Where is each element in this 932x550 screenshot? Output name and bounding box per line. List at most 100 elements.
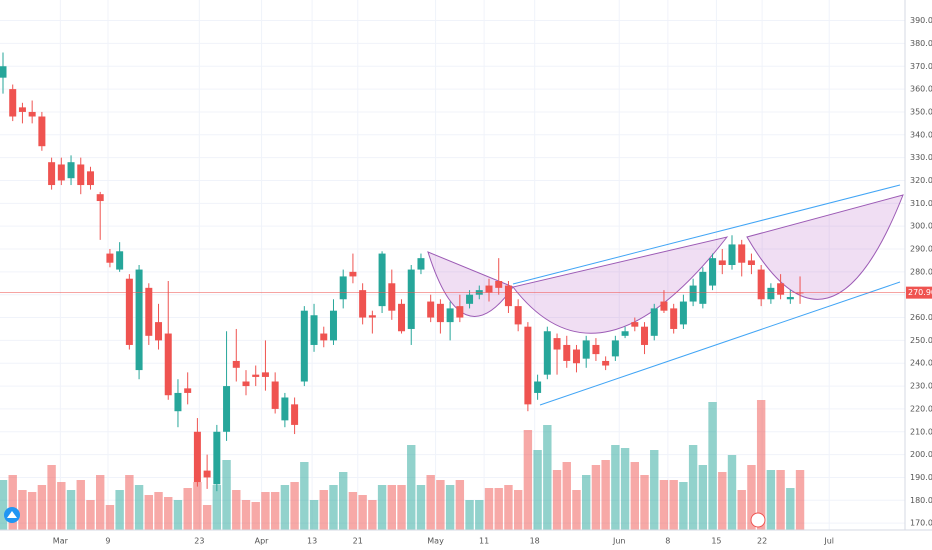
volume-bar [747, 465, 756, 530]
candle-body [232, 360, 240, 368]
candle-body [534, 381, 542, 393]
y-tick-label: 380.00 [910, 39, 932, 48]
volume-bar [76, 480, 85, 530]
volume-bar [727, 455, 737, 530]
x-tick-label: Mar [53, 537, 69, 546]
volume-bar [650, 450, 659, 530]
candle-body [660, 301, 668, 311]
volume-bar [397, 485, 406, 530]
y-tick-label: 300.00 [910, 222, 932, 231]
x-tick-label: Jul [823, 537, 834, 546]
candle-body [709, 258, 717, 286]
y-tick-label: 290.00 [910, 245, 932, 254]
candle-body [38, 116, 46, 147]
trend-line [512, 184, 901, 285]
volume-bar [630, 462, 639, 530]
volume-bar [358, 495, 367, 530]
volume-bar [455, 480, 465, 530]
volume-bar [611, 445, 620, 530]
volume-bar [280, 485, 290, 530]
candle-body [320, 333, 328, 341]
candle-body [96, 194, 104, 202]
volume-bar [270, 492, 280, 530]
volume-bar [494, 488, 503, 530]
logo [4, 507, 766, 528]
volume-bar [66, 490, 76, 530]
volume-bar [57, 482, 66, 530]
volume-bar [125, 475, 134, 530]
volume-bar [543, 425, 552, 530]
volume-bar [407, 445, 416, 530]
candle-body [145, 287, 153, 336]
volume-bar [329, 485, 338, 530]
volume-bar [183, 488, 192, 530]
volume-bar [27, 492, 37, 530]
candle-body [155, 322, 163, 341]
y-tick-label: 310.00 [910, 199, 932, 208]
candle-body [310, 315, 318, 345]
candle-body [164, 333, 172, 396]
candle-body [747, 260, 755, 265]
volume-bar [504, 485, 513, 530]
volume-bar [339, 472, 348, 530]
candle-body [359, 290, 367, 318]
candle-body [436, 303, 444, 323]
candle-body [57, 164, 65, 181]
volume-bar [202, 505, 212, 530]
last-price-label: 270.90 [908, 288, 932, 297]
candle-body [9, 89, 17, 117]
candle-body [18, 107, 26, 112]
candle-body [699, 271, 707, 304]
drawings [427, 184, 904, 406]
candle-body [339, 276, 347, 300]
candle-body [621, 331, 629, 336]
y-tick-label: 280.00 [910, 267, 932, 276]
last-price-box [906, 286, 932, 299]
candle-body [446, 308, 454, 323]
volume-bar [436, 480, 445, 530]
y-tick-label: 390.00 [910, 16, 932, 25]
y-tick-label: 210.00 [910, 427, 932, 436]
y-tick-label: 350.00 [910, 107, 932, 116]
candle-body [349, 271, 357, 277]
volume-bar [193, 482, 202, 530]
candle-body [786, 296, 794, 300]
candle-body [738, 244, 746, 263]
volume-bar [776, 470, 785, 530]
volume-bar [300, 462, 309, 530]
volume-bar [766, 470, 776, 530]
volume-bar [251, 502, 260, 530]
volume-bar [484, 488, 494, 530]
candle-body [213, 431, 221, 485]
x-tick-label: 8 [665, 537, 670, 546]
candle-body [767, 287, 775, 300]
candle-body [67, 162, 75, 179]
candle-body [718, 260, 726, 265]
event-marker [750, 512, 766, 528]
candle-body [388, 283, 396, 311]
candles [0, 52, 804, 492]
x-tick-label: 18 [530, 537, 540, 546]
candle-body [679, 301, 687, 325]
candle-body [0, 66, 7, 78]
candle-body [242, 381, 250, 387]
x-tick-label: 15 [711, 537, 721, 546]
candle-body [281, 397, 289, 421]
volume-bar [261, 492, 270, 530]
candle-body [670, 308, 678, 329]
candle-body [553, 338, 561, 350]
volume-bar [47, 465, 56, 530]
candle-body [378, 253, 386, 307]
volume-bar [86, 500, 95, 530]
x-tick-label: May [427, 537, 444, 546]
volume-bar [572, 490, 581, 530]
candle-body [135, 269, 143, 371]
volume-bar [591, 465, 601, 530]
logo-mark [7, 511, 17, 518]
candle-body [602, 360, 610, 366]
volume-bar [348, 492, 358, 530]
candle-body [456, 306, 464, 318]
volume-bar [134, 485, 144, 530]
volume-bar [96, 475, 105, 530]
volume-bar [319, 490, 328, 530]
